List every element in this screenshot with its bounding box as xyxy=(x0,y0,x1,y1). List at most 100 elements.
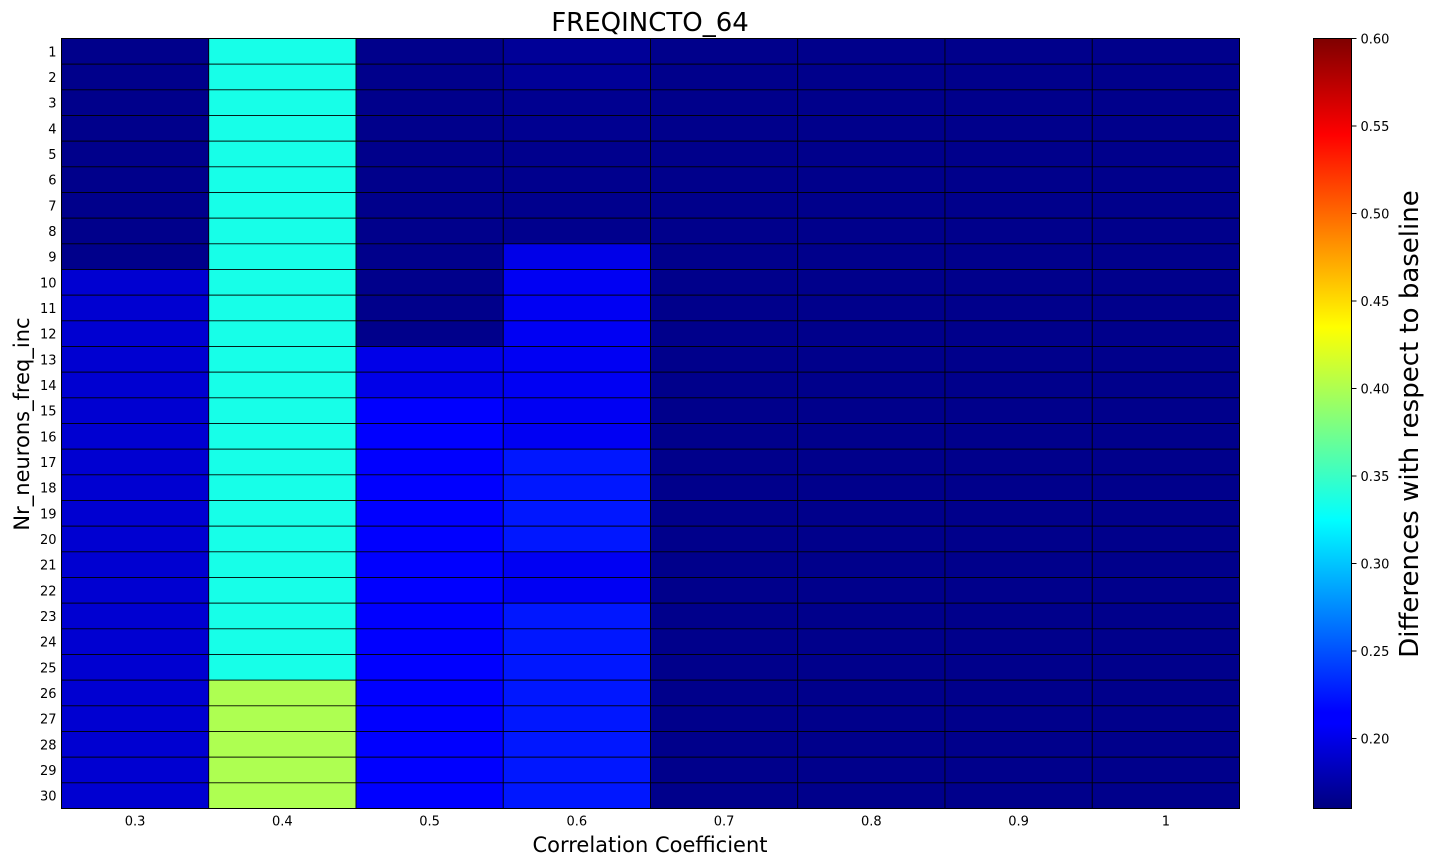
heatmap-cell xyxy=(944,448,1093,476)
chart-title: FREQINCTO_64 xyxy=(551,8,749,38)
heatmap-cell xyxy=(797,705,946,732)
heatmap-cell xyxy=(208,371,357,399)
heatmap-cell xyxy=(502,217,651,245)
heatmap-cell xyxy=(650,654,799,681)
heatmap-cell xyxy=(797,320,946,347)
y-tick-label: 9 xyxy=(48,251,56,266)
colorbar-tick-label: 0.35 xyxy=(1361,470,1390,485)
heatmap-cell xyxy=(502,115,651,142)
heatmap-cell xyxy=(944,243,1093,270)
y-tick-label: 8 xyxy=(48,225,56,240)
heatmap-cell xyxy=(208,38,357,65)
heatmap-cell xyxy=(355,140,504,168)
heatmap-cell xyxy=(502,140,651,168)
heatmap-cell xyxy=(61,782,210,809)
heatmap-cell xyxy=(650,89,799,116)
heatmap-cell xyxy=(1091,577,1240,604)
heatmap-cell xyxy=(1091,551,1240,578)
heatmap-cell xyxy=(1091,294,1240,322)
y-tick-label: 30 xyxy=(40,790,57,805)
heatmap-cell xyxy=(61,423,210,450)
heatmap-cell xyxy=(797,243,946,270)
heatmap-cell xyxy=(650,705,799,732)
y-tick-label: 23 xyxy=(40,610,57,625)
heatmap-cell xyxy=(944,628,1093,655)
heatmap-cell xyxy=(355,192,504,219)
heatmap-cell xyxy=(61,679,210,707)
heatmap-cell xyxy=(61,500,210,527)
heatmap-cell xyxy=(944,346,1093,373)
heatmap-cell xyxy=(208,474,357,501)
heatmap-cell xyxy=(355,705,504,732)
heatmap-cell xyxy=(61,269,210,296)
y-tick-label: 25 xyxy=(40,661,57,676)
heatmap-cell xyxy=(208,294,357,322)
heatmap-cell xyxy=(208,89,357,116)
heatmap-cell xyxy=(208,140,357,168)
heatmap-cell xyxy=(650,166,799,193)
heatmap-cell xyxy=(1091,782,1240,809)
y-tick-label: 7 xyxy=(48,199,56,214)
heatmap-cell xyxy=(797,474,946,501)
heatmap-cell xyxy=(944,397,1093,424)
heatmap-cell xyxy=(1091,166,1240,193)
heatmap-cell xyxy=(650,140,799,168)
heatmap-cell xyxy=(502,63,651,91)
y-tick-label: 16 xyxy=(40,430,57,445)
heatmap-cell xyxy=(797,577,946,604)
heatmap-cell xyxy=(208,243,357,270)
heatmap-cell xyxy=(1091,346,1240,373)
heatmap-cell xyxy=(208,423,357,450)
heatmap-cell xyxy=(1091,371,1240,399)
heatmap-cell xyxy=(502,551,651,578)
heatmap-cell xyxy=(61,397,210,424)
x-axis-ticks: 0.3 0.4 0.5 0.6 0.7 0.8 0.9 1 xyxy=(125,815,1170,830)
heatmap-cell xyxy=(355,500,504,527)
x-tick-label: 0.7 xyxy=(714,815,735,830)
heatmap-cell xyxy=(355,423,504,450)
y-tick-label: 24 xyxy=(40,636,57,651)
heatmap-cell xyxy=(355,602,504,630)
heatmap-cell xyxy=(208,782,357,809)
heatmap-cell xyxy=(208,577,357,604)
heatmap-cell xyxy=(650,217,799,245)
heatmap-cell xyxy=(650,500,799,527)
heatmap-cell xyxy=(208,448,357,476)
heatmap-cell xyxy=(502,346,651,373)
heatmap-cell xyxy=(61,38,210,65)
y-tick-label: 13 xyxy=(40,353,57,368)
heatmap-cell xyxy=(797,628,946,655)
heatmap-cell xyxy=(355,217,504,245)
heatmap-cell xyxy=(502,782,651,809)
heatmap-cell xyxy=(1091,731,1240,758)
heatmap-cell xyxy=(1091,192,1240,219)
heatmap-cell xyxy=(797,551,946,578)
y-tick-label: 26 xyxy=(40,687,57,702)
heatmap-cell xyxy=(650,269,799,296)
colorbar-tick-label: 0.45 xyxy=(1361,295,1390,310)
heatmap-cell xyxy=(355,38,504,65)
heatmap-cell xyxy=(502,371,651,399)
heatmap-cell xyxy=(944,89,1093,116)
y-tick-label: 5 xyxy=(48,148,56,163)
plot-frame xyxy=(61,38,1240,809)
heatmap-cell xyxy=(1091,269,1240,296)
heatmap-cell xyxy=(1091,38,1240,65)
heatmap-cell xyxy=(61,448,210,476)
heatmap-cell xyxy=(650,628,799,655)
heatmap-cell xyxy=(61,525,210,553)
heatmap-cell xyxy=(797,294,946,322)
heatmap-cell xyxy=(1091,217,1240,245)
y-axis-ticks: 1234567891011121314151617181920212223242… xyxy=(40,45,57,804)
heatmap-cell xyxy=(944,654,1093,681)
heatmap-cell xyxy=(944,577,1093,604)
heatmap-cell xyxy=(355,525,504,553)
heatmap-cell xyxy=(502,89,651,116)
y-tick-label: 3 xyxy=(48,97,56,112)
heatmap-cell xyxy=(502,243,651,270)
heatmap-cell xyxy=(1091,602,1240,630)
heatmap-cell xyxy=(355,577,504,604)
heatmap-cell xyxy=(944,602,1093,630)
heatmap-cell xyxy=(502,166,651,193)
heatmap-cell xyxy=(61,63,210,91)
